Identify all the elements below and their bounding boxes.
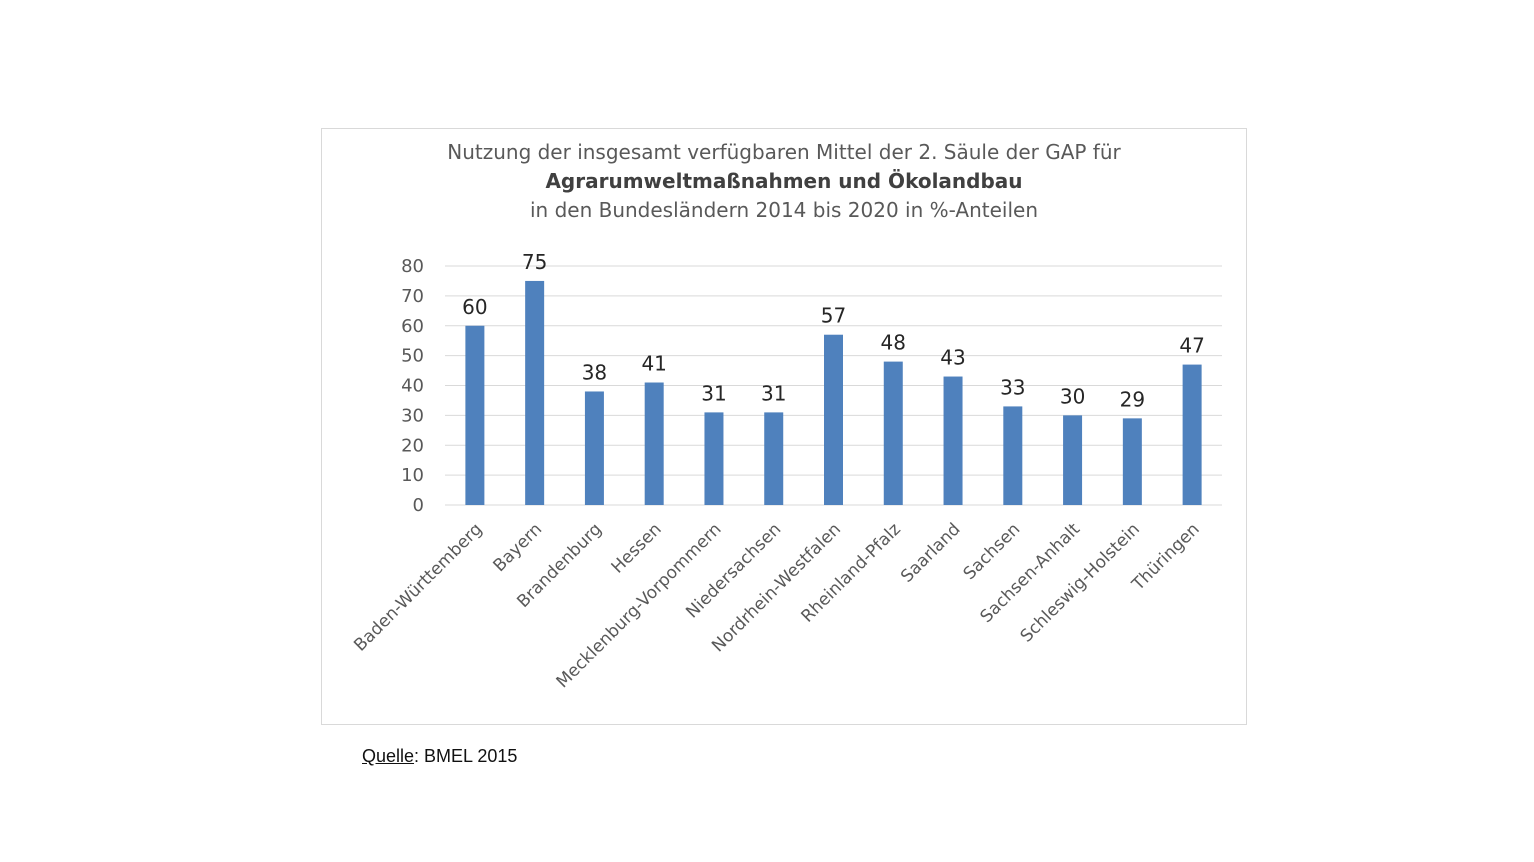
data-label: 31	[701, 381, 726, 405]
bar	[1063, 415, 1083, 505]
x-tick-label: Sachsen-Anhalt	[977, 519, 1085, 627]
data-label: 41	[641, 352, 666, 376]
bar	[1003, 406, 1023, 505]
data-label: 60	[462, 295, 487, 319]
bars	[465, 280, 1202, 505]
data-label: 57	[821, 304, 846, 328]
bar	[1122, 418, 1142, 505]
data-label: 43	[940, 346, 965, 370]
y-tick-label: 50	[401, 346, 424, 367]
x-tick-label: Schleswig-Holstein	[1017, 519, 1144, 646]
bar	[644, 382, 664, 505]
y-axis-ticks: 0 10 20 30 40 50 60 70 80	[401, 256, 424, 516]
bar	[824, 334, 843, 505]
x-tick-label: Saarland	[897, 519, 964, 586]
bar	[943, 376, 963, 505]
y-tick-label: 0	[413, 495, 424, 516]
x-tick-label: Baden-Württemberg	[350, 519, 486, 655]
bar	[883, 361, 903, 505]
source-label: Quelle	[362, 746, 415, 766]
bar	[704, 412, 724, 505]
data-label: 47	[1179, 334, 1204, 358]
data-label: 33	[1000, 375, 1025, 399]
source-text: : BMEL 2015	[414, 746, 518, 766]
x-tick-label: Bayern	[490, 519, 547, 576]
y-tick-label: 60	[401, 316, 424, 337]
source-note: Quelle: BMEL 2015	[362, 746, 517, 767]
bar	[764, 412, 784, 505]
y-tick-label: 80	[401, 256, 424, 277]
chart-title-line1: Nutzung der insgesamt verfügbaren Mittel…	[447, 140, 1121, 164]
chart-title-line2: Agrarumweltmaßnahmen und Ökolandbau	[545, 169, 1023, 193]
data-label: 48	[881, 331, 906, 355]
chart-title: Nutzung der insgesamt verfügbaren Mittel…	[321, 138, 1247, 225]
data-label: 31	[761, 381, 786, 405]
y-tick-label: 70	[401, 286, 424, 307]
y-tick-label: 40	[401, 376, 424, 397]
bar	[584, 391, 604, 505]
y-tick-label: 10	[401, 465, 424, 486]
bar	[465, 325, 485, 505]
x-tick-label: Hessen	[608, 519, 666, 577]
bar	[525, 280, 545, 505]
bar	[1182, 364, 1202, 505]
data-label: 38	[582, 360, 607, 384]
data-label: 75	[522, 250, 547, 274]
chart-title-line3: in den Bundesländern 2014 bis 2020 in %-…	[529, 198, 1039, 222]
y-tick-label: 20	[401, 435, 424, 456]
data-labels: 60 75 38 41 31 31 57 48 43 33 30 29 47	[462, 250, 1205, 411]
data-label: 30	[1060, 384, 1085, 408]
y-tick-label: 30	[401, 405, 424, 426]
data-label: 29	[1120, 387, 1145, 411]
